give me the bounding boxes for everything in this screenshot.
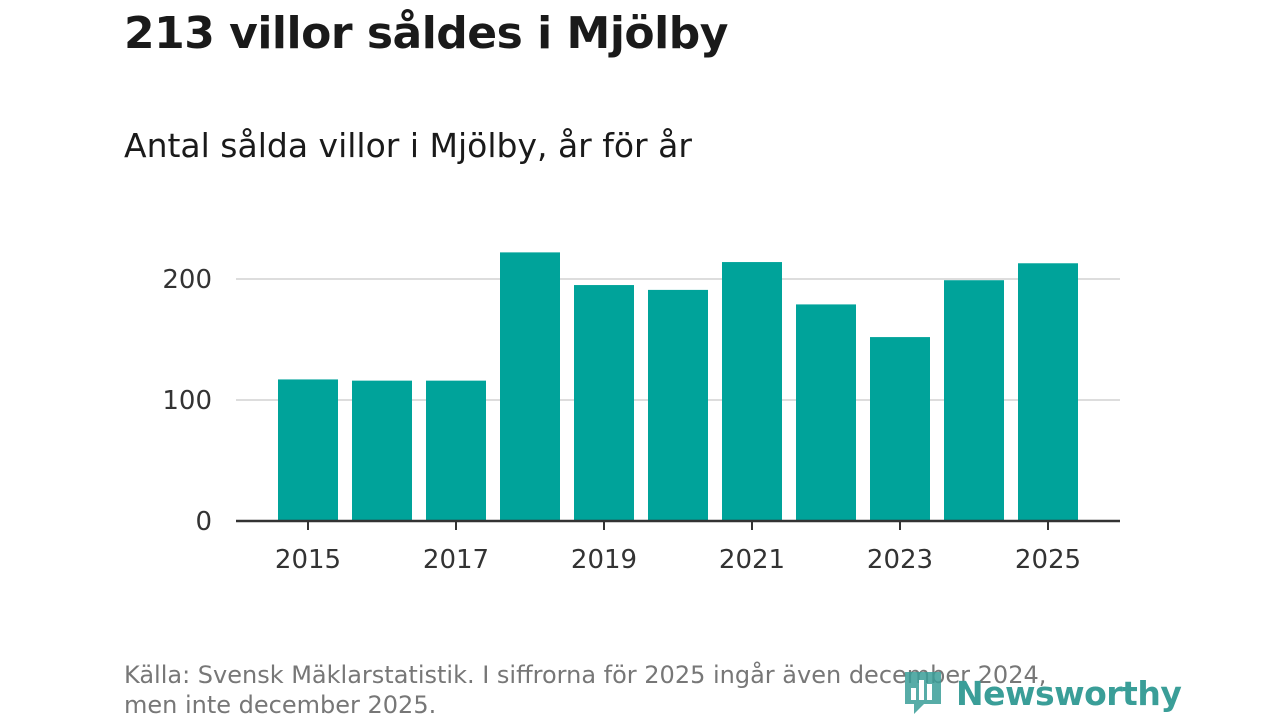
bar-2023	[870, 337, 930, 521]
newsworthy-logo-text: Newsworthy	[956, 673, 1182, 713]
bar-2017	[426, 380, 486, 521]
bar-2018	[500, 252, 560, 521]
bar-2022	[796, 304, 856, 521]
x-tick-label-2025: 2025	[1015, 545, 1081, 575]
chart-subtitle: Antal sålda villor i Mjölby, år för år	[124, 126, 692, 165]
newsworthy-logo: Newsworthy	[902, 668, 1182, 718]
y-tick-label-200: 200	[162, 265, 212, 295]
bar-2020	[648, 289, 708, 521]
bar-2019	[574, 285, 634, 521]
x-tick-label-2015: 2015	[275, 545, 341, 575]
bar-2024	[944, 280, 1004, 521]
x-tick-label-2019: 2019	[571, 545, 637, 575]
newsworthy-logo-icon	[905, 672, 941, 714]
source-note: Källa: Svensk Mäklarstatistik. I siffror…	[124, 660, 1124, 720]
y-tick-label-100: 100	[162, 386, 212, 416]
x-tick-label-2021: 2021	[719, 545, 785, 575]
bar-2021	[722, 262, 782, 521]
bar-2015	[278, 379, 338, 521]
chart-title: 213 villor såldes i Mjölby	[124, 8, 728, 59]
bar-2025	[1018, 263, 1078, 521]
bar-2016	[352, 380, 412, 521]
source-line-1: Källa: Svensk Mäklarstatistik. I siffror…	[124, 661, 1047, 689]
y-tick-label-0: 0	[195, 507, 212, 537]
x-tick-label-2017: 2017	[423, 545, 489, 575]
x-tick-label-2023: 2023	[867, 545, 933, 575]
source-line-2: men inte december 2025.	[124, 691, 437, 719]
